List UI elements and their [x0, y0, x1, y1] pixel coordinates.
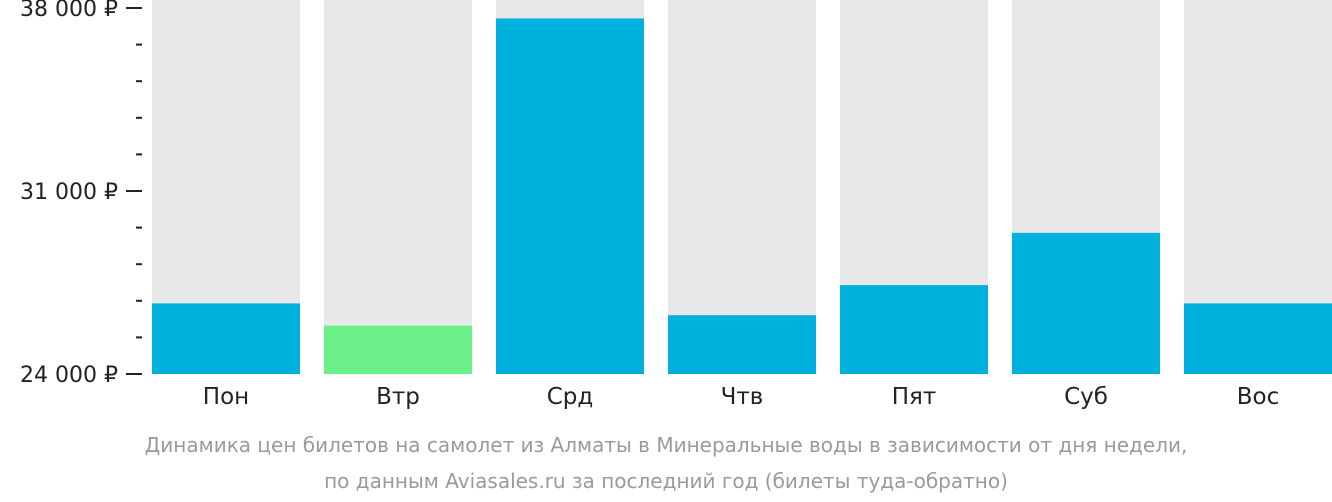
y-axis: 38 000 ₽ 31 000 ₽ 24 000 ₽ [20, 0, 142, 388]
x-tick-label: Суб [1064, 384, 1108, 410]
chart-caption-line-1: Динамика цен билетов на самолет из Алмат… [144, 433, 1188, 457]
bar [668, 315, 816, 374]
x-tick-label: Чтв [721, 384, 764, 410]
x-axis: Пон Втр Срд Чтв Пят Суб Вос [203, 384, 1279, 410]
x-tick-label: Втр [376, 384, 420, 410]
x-tick-label: Пят [892, 384, 937, 410]
bar [152, 303, 300, 374]
bar [1012, 232, 1160, 374]
x-tick-label: Срд [547, 384, 594, 410]
x-tick-label: Пон [203, 384, 249, 410]
bar-background [324, 0, 472, 374]
chart-caption-line-2: по данным Aviasales.ru за последний год … [324, 469, 1008, 493]
bar [496, 18, 644, 374]
bar-background [668, 0, 816, 374]
bar [840, 285, 988, 374]
price-by-weekday-chart: 38 000 ₽ 31 000 ₽ 24 000 ₽ Пон Втр Срд Чтв Пят… [20, 0, 1332, 410]
y-tick-label: 24 000 ₽ [20, 363, 118, 388]
bars [152, 0, 1332, 374]
y-tick-label: 38 000 ₽ [20, 0, 118, 22]
x-tick-label: Вос [1237, 384, 1280, 410]
bar [1184, 303, 1332, 374]
bar-min [324, 325, 472, 374]
y-tick-label: 31 000 ₽ [20, 180, 118, 205]
